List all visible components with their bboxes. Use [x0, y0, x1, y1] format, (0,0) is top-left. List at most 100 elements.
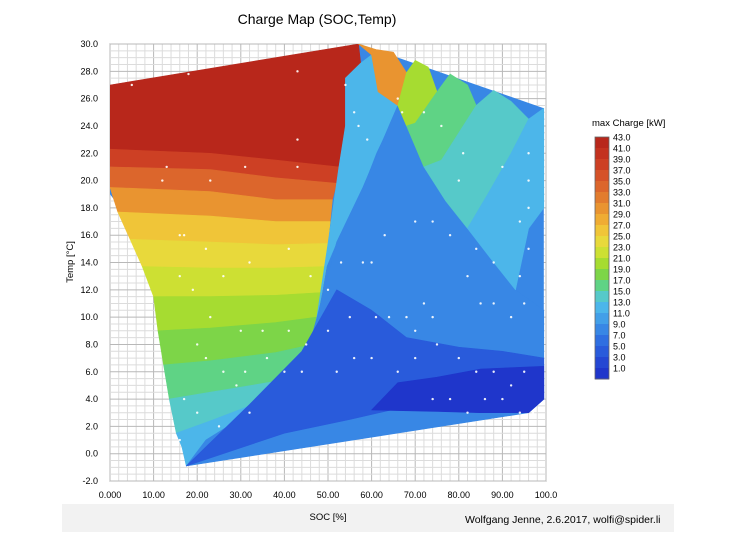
colorbar-label: 43.0 — [613, 133, 631, 143]
sample-point — [222, 274, 225, 278]
sample-point — [509, 384, 513, 387]
x-tick-label: 70.00 — [404, 490, 427, 500]
colorbar-swatch — [595, 346, 609, 358]
sample-point — [348, 315, 351, 319]
sample-point — [518, 274, 522, 278]
sample-point — [509, 315, 513, 319]
sample-point — [326, 329, 330, 332]
sample-point — [248, 261, 251, 264]
sample-point — [370, 356, 373, 360]
sample-point — [339, 261, 343, 264]
colorbar-swatch — [595, 225, 609, 237]
y-tick-label: 24.0 — [80, 121, 98, 131]
sample-point — [296, 165, 299, 169]
sample-point — [396, 370, 399, 373]
sample-point — [448, 233, 452, 237]
y-tick-label: 14.0 — [80, 258, 98, 268]
x-tick-label: 20.00 — [186, 490, 209, 500]
colorbar-label: 39.0 — [613, 155, 631, 165]
y-tick-label: 8.0 — [85, 339, 98, 349]
sample-point — [383, 233, 386, 237]
sample-point — [366, 138, 369, 141]
sample-point — [461, 152, 465, 155]
colorbar-swatch — [595, 247, 609, 259]
sample-point — [261, 329, 264, 332]
x-tick-label: 90.00 — [491, 490, 514, 500]
colorbar-swatch — [595, 258, 609, 270]
colorbar-swatch — [595, 357, 609, 369]
sample-point — [431, 315, 434, 319]
y-tick-label: 30.0 — [80, 39, 98, 49]
colorbar-label: 37.0 — [613, 166, 631, 176]
sample-point — [296, 70, 299, 73]
sample-point — [457, 179, 460, 182]
colorbar-label: 21.0 — [613, 254, 631, 264]
x-tick-label: 60.00 — [360, 490, 383, 500]
sample-point — [387, 315, 391, 319]
sample-point — [191, 288, 195, 292]
colorbar-swatch — [595, 302, 609, 314]
colorbar-label: 31.0 — [613, 199, 631, 209]
sample-point — [527, 152, 530, 155]
sample-point — [466, 274, 469, 278]
contour-band — [423, 90, 529, 229]
colorbar-label: 5.0 — [613, 342, 626, 352]
sample-point — [440, 124, 443, 128]
colorbar-swatch — [595, 291, 609, 303]
sample-point — [527, 179, 530, 182]
colorbar-label: 29.0 — [613, 210, 631, 220]
colorbar-swatch — [595, 170, 609, 182]
colorbar-swatch — [595, 148, 609, 160]
sample-point — [527, 247, 530, 251]
sample-point — [196, 343, 199, 346]
x-tick-label: 50.00 — [317, 490, 340, 500]
sample-point — [431, 397, 434, 401]
colorbar-swatch — [595, 269, 609, 281]
colorbar-swatch — [595, 313, 609, 325]
colorbar-swatch — [595, 335, 609, 347]
x-tick-label: 40.00 — [273, 490, 296, 500]
sample-point — [239, 329, 242, 332]
sample-point — [130, 83, 133, 87]
sample-point — [265, 356, 269, 360]
colorbar-swatch — [595, 192, 609, 204]
x-axis-label: SOC [%] — [310, 512, 347, 523]
y-tick-label: 2.0 — [85, 421, 98, 431]
x-axis-ticks: 0.000 10.00 20.00 30.00 40.00 50.00 60.00 70.00… — [99, 490, 558, 500]
contour-band — [142, 266, 327, 297]
sample-point — [165, 165, 168, 169]
sample-point — [357, 124, 360, 128]
sample-point — [182, 397, 186, 401]
sample-points — [130, 70, 535, 442]
sample-point — [431, 220, 434, 223]
colorbar-label: 33.0 — [613, 188, 631, 198]
sample-point — [523, 370, 526, 373]
colorbar-label: 15.0 — [613, 287, 631, 297]
sample-point — [222, 370, 225, 373]
sample-point — [204, 247, 208, 251]
sample-point — [492, 370, 495, 373]
sample-point — [209, 179, 212, 182]
y-axis-ticks: -2.0 0.0 2.0 4.0 6.0 8.0 10.0 12.0 14.0 16.0 18.0 2… — [80, 39, 98, 486]
sample-point — [344, 83, 347, 87]
sample-point — [209, 315, 212, 319]
sample-point — [309, 274, 312, 278]
colorbar-label: 13.0 — [613, 298, 631, 308]
sample-point — [243, 165, 247, 169]
colorbar-label: 27.0 — [613, 221, 631, 231]
credit-text: Wolfgang Jenne, 2.6.2017, wolfi@spider.l… — [465, 514, 661, 526]
sample-point — [531, 411, 535, 414]
sample-point — [178, 438, 181, 442]
sample-point — [178, 274, 181, 278]
sample-point — [448, 397, 452, 401]
colorbar-label: 11.0 — [613, 309, 630, 319]
colorbar-label: 19.0 — [613, 265, 631, 275]
colorbar-label: 25.0 — [613, 232, 631, 242]
sample-point — [187, 72, 190, 76]
sample-point — [466, 411, 469, 414]
colorbar-swatch — [595, 203, 609, 215]
sample-point — [287, 329, 290, 332]
colorbar-swatch — [595, 159, 609, 171]
sample-point — [248, 411, 251, 414]
sample-point — [335, 370, 338, 373]
